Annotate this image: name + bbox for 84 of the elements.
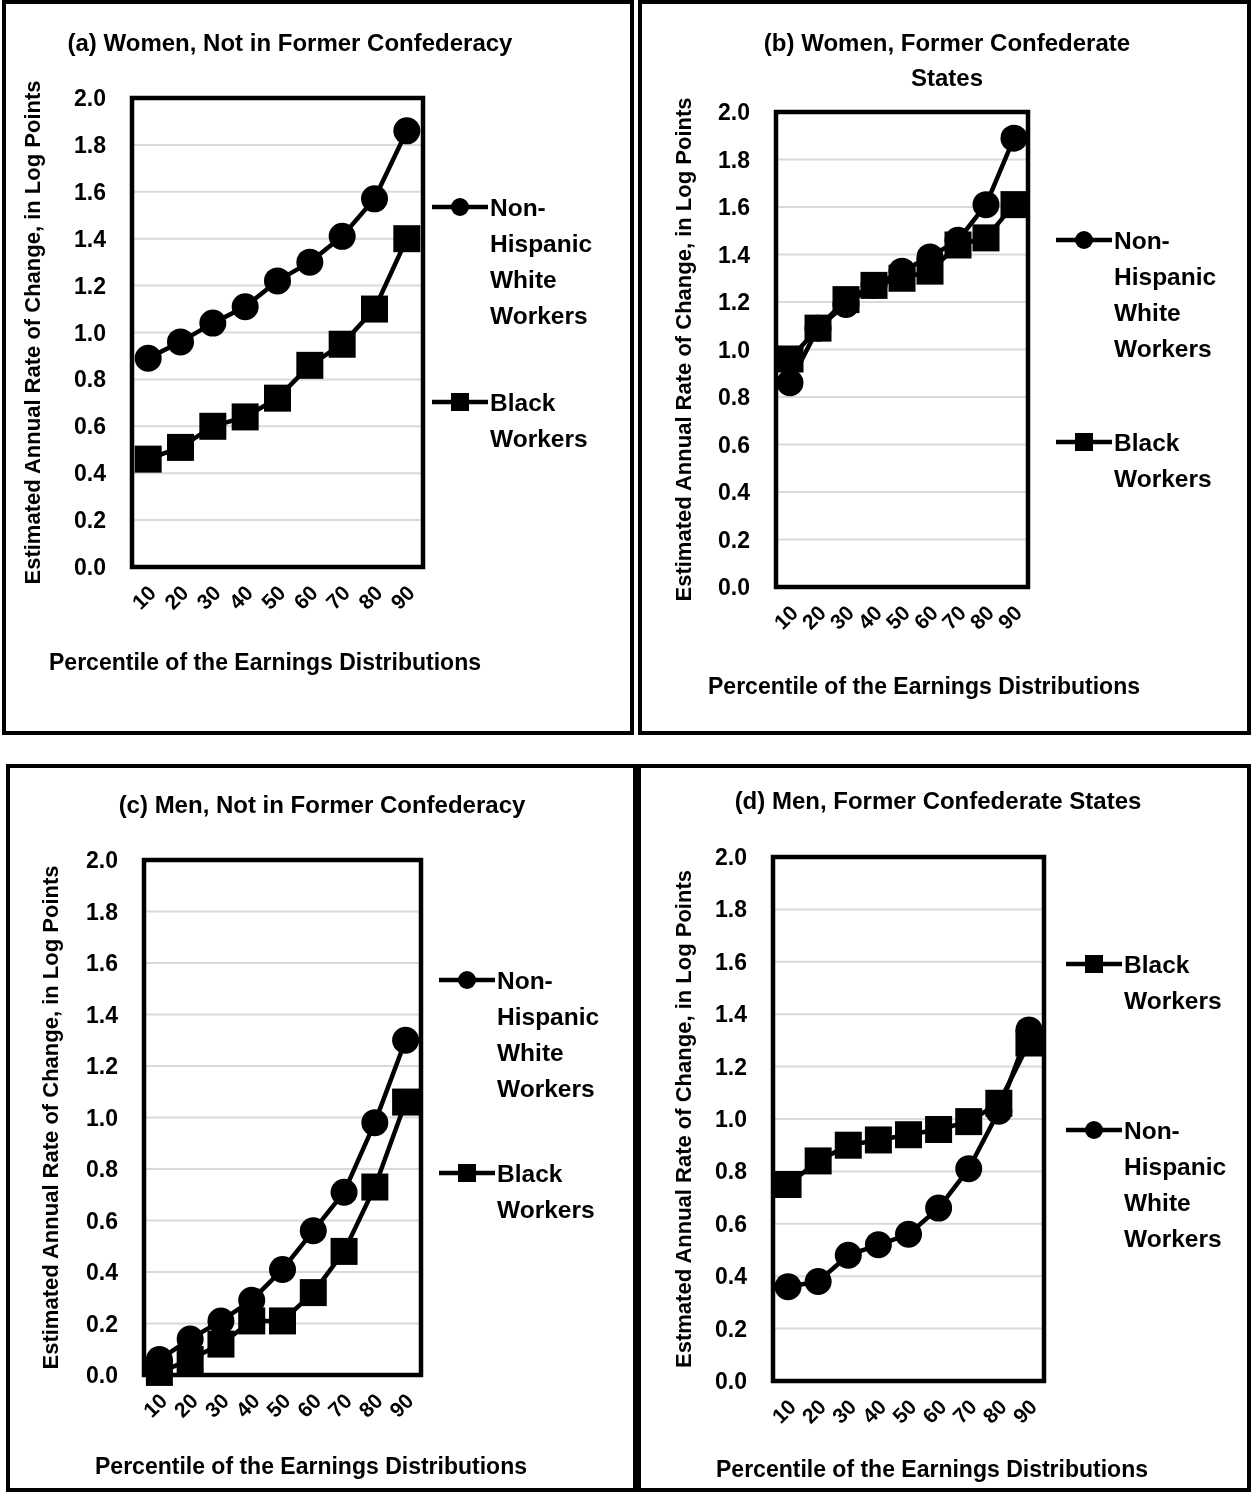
y-tick-label: 1.0: [74, 319, 106, 346]
x-tick-label: 80: [978, 1394, 1011, 1428]
legend-label: Black Workers: [497, 1160, 595, 1223]
x-tick-label: 80: [354, 1388, 387, 1422]
y-tick-label: 2.0: [718, 99, 750, 126]
y-tick-label: 1.2: [86, 1053, 118, 1080]
y-axis-title: Estimated Annual Rate of Change, in Log Points: [670, 97, 696, 602]
x-axis-title: Percentile of the Earnings Distributions: [95, 1453, 527, 1480]
y-tick-label: 2.0: [715, 844, 747, 871]
y-tick-label: 0.0: [715, 1368, 747, 1395]
x-tick-label: 80: [353, 580, 387, 614]
y-tick-label: 0.2: [86, 1310, 118, 1337]
y-tick-label: 1.6: [718, 194, 750, 221]
y-tick-label: 0.4: [86, 1259, 119, 1286]
x-tick-label: 40: [230, 1388, 264, 1422]
x-tick-label: 50: [261, 1388, 295, 1422]
chart-title: (b) Women, Former Confederate States: [763, 29, 1131, 91]
legend-label: Black Workers: [1124, 951, 1222, 1014]
y-tick-label: 1.0: [86, 1104, 118, 1131]
x-axis-title: Percentile of the Earnings Distributions: [716, 1456, 1148, 1483]
y-tick-label: 1.8: [718, 146, 751, 173]
y-tick-label: 1.2: [74, 272, 106, 299]
y-tick-label: 1.6: [715, 948, 747, 975]
y-tick-label: 1.2: [718, 289, 750, 316]
y-tick-label: 0.6: [74, 413, 106, 440]
y-tick-label: 0.8: [86, 1156, 119, 1183]
y-tick-label: 0.6: [715, 1210, 747, 1237]
x-tick-label: 20: [169, 1388, 203, 1422]
y-tick-label: 1.6: [86, 950, 118, 977]
y-tick-label: 1.4: [74, 225, 107, 252]
y-tick-label: 0.2: [74, 507, 106, 534]
y-tick-label: 1.4: [86, 1001, 119, 1028]
x-tick-label: 60: [289, 580, 322, 614]
y-tick-label: 0.0: [86, 1362, 118, 1389]
x-tick-label: 30: [192, 580, 225, 614]
y-tick-label: 0.6: [718, 431, 750, 458]
y-axis-title: Estmated Annual Rate of Change, in Log Points: [670, 870, 696, 1368]
y-tick-label: 0.2: [718, 526, 750, 553]
y-tick-label: 0.8: [715, 1158, 748, 1185]
legend-label: Black Workers: [1114, 429, 1212, 492]
y-tick-label: 2.0: [86, 847, 118, 874]
y-tick-label: 0.4: [74, 460, 107, 487]
y-tick-label: 2.0: [74, 85, 106, 112]
legend-label: Black Workers: [490, 389, 588, 452]
x-tick-label: 10: [138, 1388, 172, 1422]
x-tick-label: 70: [323, 1388, 357, 1422]
x-tick-label: 30: [200, 1388, 233, 1422]
y-tick-label: 0.6: [86, 1207, 118, 1234]
y-tick-label: 1.8: [74, 131, 107, 158]
y-tick-label: 0.8: [718, 384, 751, 411]
y-tick-label: 1.4: [718, 241, 751, 268]
y-tick-label: 0.4: [715, 1263, 748, 1290]
x-tick-label: 90: [386, 580, 419, 614]
x-tick-label: 60: [292, 1388, 326, 1422]
y-tick-label: 1.2: [715, 1053, 747, 1080]
x-axis-title: Percentile of the Earnings Distributions: [708, 673, 1140, 700]
y-tick-label: 0.8: [74, 366, 107, 393]
y-tick-label: 0.0: [74, 554, 106, 581]
legend-label: Non-Hispanic White Workers: [1124, 1117, 1227, 1252]
y-axis-title: Estimated Annual Rate of Change, in Log Points: [19, 80, 45, 585]
chart-title: (a) Women, Not in Former Confederacy: [67, 29, 514, 56]
x-tick-label: 20: [159, 580, 193, 614]
y-tick-label: 1.0: [715, 1106, 747, 1133]
chart-title: (c) Men, Not in Former Confederacy: [118, 791, 527, 818]
y-axis-title: Estimated Annual Rate of Change, in Log Points: [37, 865, 63, 1370]
x-tick-label: 40: [224, 580, 258, 614]
legend-label: Non-Hispanic White Workers: [1114, 227, 1217, 362]
chart-title: (d) Men, Former Confederate States: [734, 787, 1142, 814]
x-tick-label: 70: [321, 580, 355, 614]
y-tick-label: 1.8: [86, 898, 119, 925]
x-tick-label: 50: [256, 580, 290, 614]
y-tick-label: 0.0: [718, 574, 750, 601]
x-tick-label: 90: [1008, 1394, 1041, 1428]
y-tick-label: 0.2: [715, 1315, 747, 1342]
x-tick-label: 10: [127, 580, 161, 614]
y-tick-label: 1.4: [715, 1001, 748, 1028]
x-tick-label: 90: [384, 1388, 418, 1422]
y-tick-label: 1.6: [74, 178, 106, 205]
legend-label: Non-Hispanic White Workers: [497, 967, 600, 1102]
y-tick-label: 0.4: [718, 479, 751, 506]
y-tick-label: 1.0: [718, 336, 750, 363]
legend-label: Non-Hispanic White Workers: [490, 194, 593, 329]
x-axis-title: Percentile of the Earnings Distributions: [49, 649, 481, 676]
y-tick-label: 1.8: [715, 896, 748, 923]
